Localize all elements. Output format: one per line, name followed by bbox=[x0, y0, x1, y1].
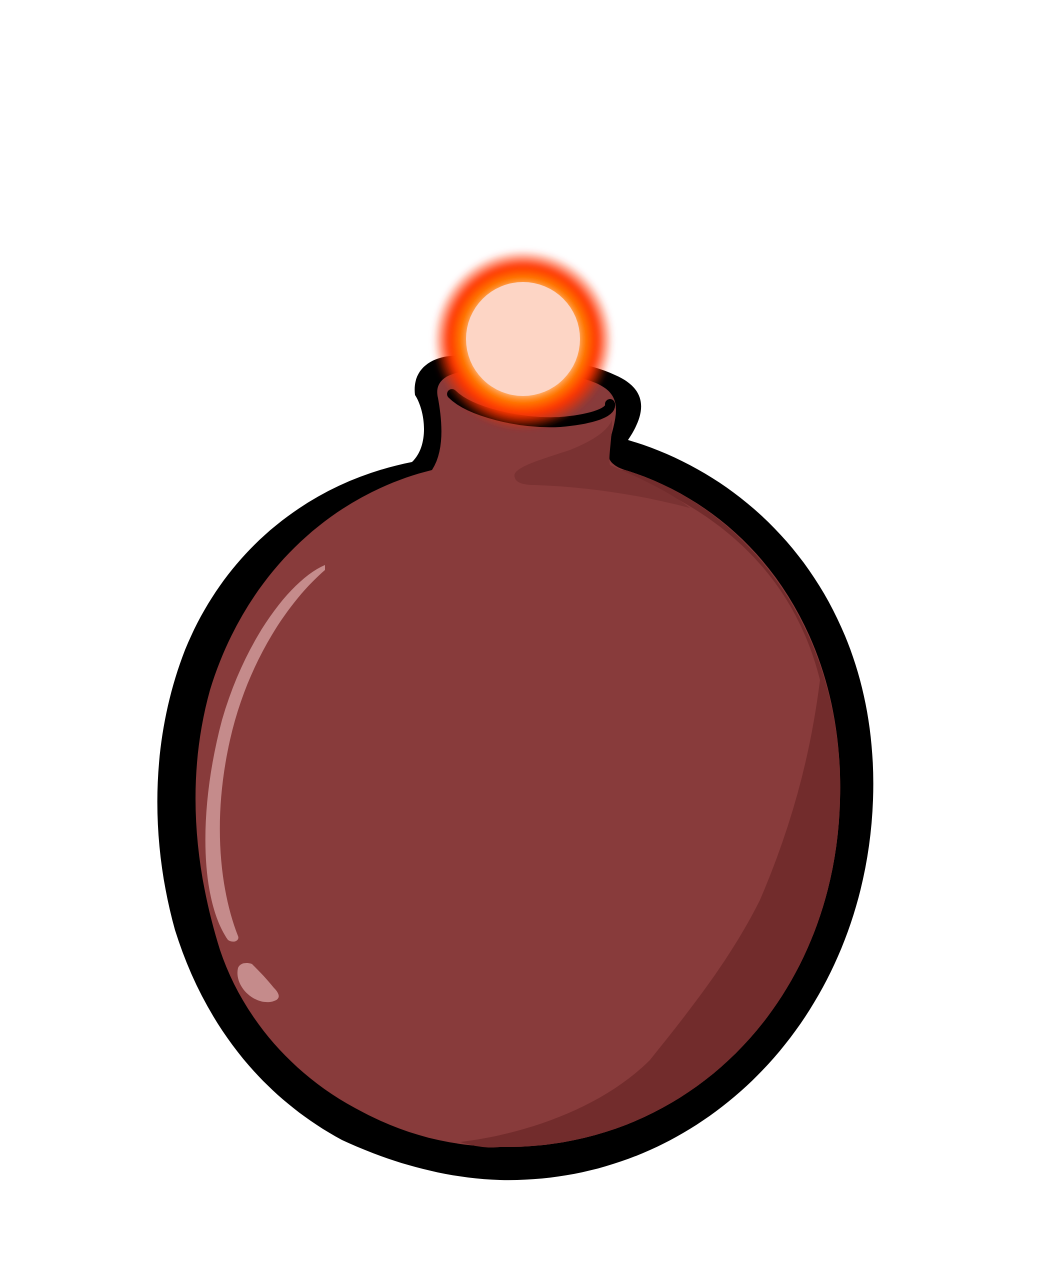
bomb-body bbox=[195, 370, 841, 1148]
fuse-core bbox=[466, 282, 580, 396]
bomb-highlight-small bbox=[237, 963, 279, 1003]
bomb-body-shadow bbox=[460, 470, 841, 1148]
bomb-neck-shadow bbox=[514, 420, 690, 508]
bomb-highlight bbox=[205, 565, 325, 942]
